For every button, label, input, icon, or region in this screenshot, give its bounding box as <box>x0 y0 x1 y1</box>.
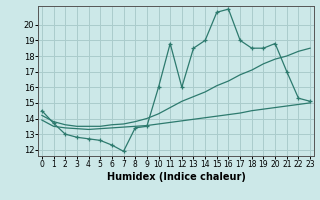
X-axis label: Humidex (Indice chaleur): Humidex (Indice chaleur) <box>107 172 245 182</box>
